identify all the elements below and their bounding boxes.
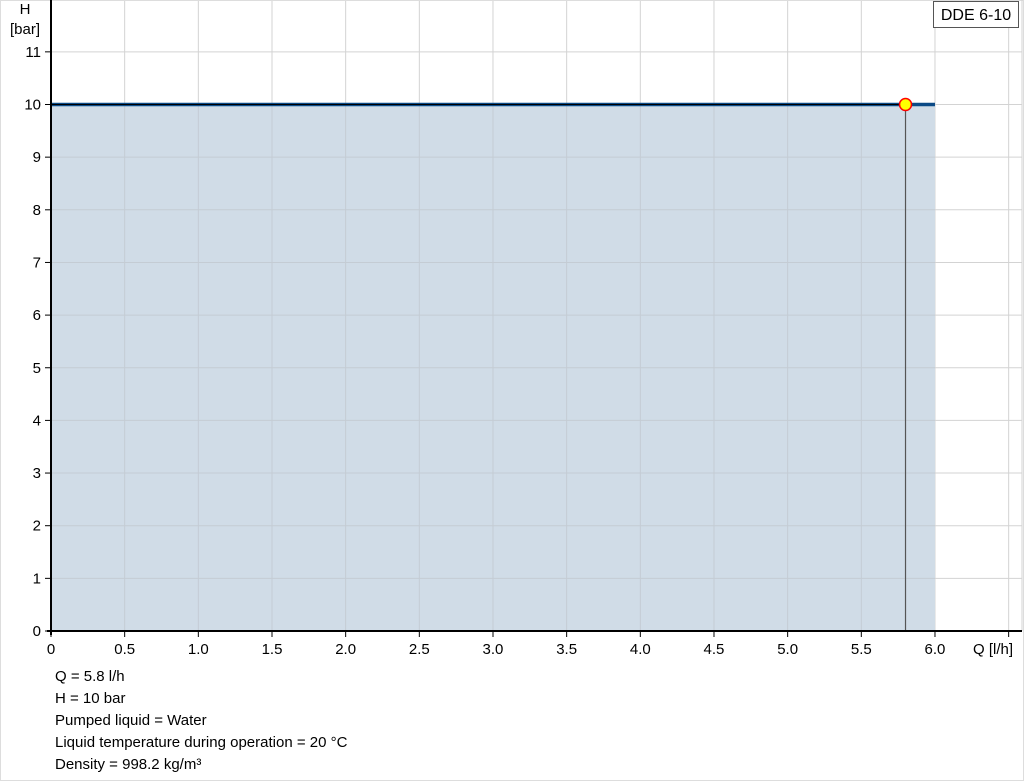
x-tick-label: 1.5 (262, 641, 283, 658)
y-axis-unit: [bar] (10, 21, 40, 38)
y-tick-label: 9 (33, 149, 41, 166)
y-tick-label: 7 (33, 254, 41, 271)
y-tick-label: 1 (33, 570, 41, 587)
x-axis-label: Q [l/h] (973, 641, 1013, 658)
info-flow: Q = 5.8 l/h (55, 668, 125, 685)
y-tick-label: 5 (33, 360, 41, 377)
x-tick-label: 0 (47, 641, 55, 658)
operating-point (898, 97, 913, 112)
y-tick-label: 3 (33, 465, 41, 482)
x-tick-label: 3.5 (556, 641, 577, 658)
legend-label: DDE 6-10 (940, 7, 1012, 24)
info-panel: Q = 5.8 l/h H = 10 bar Pumped liquid = W… (55, 666, 347, 776)
y-tick-label: 2 (33, 518, 41, 535)
x-tick-label: 0.5 (114, 641, 135, 658)
x-tick-label: 6.0 (925, 641, 946, 658)
info-head: H = 10 bar (55, 690, 126, 707)
info-liquid: Pumped liquid = Water (55, 712, 207, 729)
info-temperature: Liquid temperature during operation = 20… (55, 734, 348, 751)
x-tick-label: 4.0 (630, 641, 651, 658)
x-tick-label: 5.0 (777, 641, 798, 658)
x-tick-label: 1.0 (188, 641, 209, 658)
x-tick-label: 2.0 (335, 641, 356, 658)
x-tick-label: 4.5 (704, 641, 725, 658)
y-tick-label: 10 (24, 97, 41, 114)
y-tick-label: 0 (33, 623, 41, 640)
y-tick-label: 8 (33, 202, 41, 219)
y-tick-label: 4 (33, 412, 41, 429)
y-tick-label: 6 (33, 307, 41, 324)
y-axis-label: H (20, 1, 31, 18)
x-tick-label: 2.5 (409, 641, 430, 658)
legend-box: DDE 6-10 (933, 1, 1019, 28)
x-tick-label: 3.0 (483, 641, 504, 658)
x-tick-label: 5.5 (851, 641, 872, 658)
y-tick-label: 11 (25, 44, 41, 61)
info-density: Density = 998.2 kg/m³ (55, 756, 202, 773)
